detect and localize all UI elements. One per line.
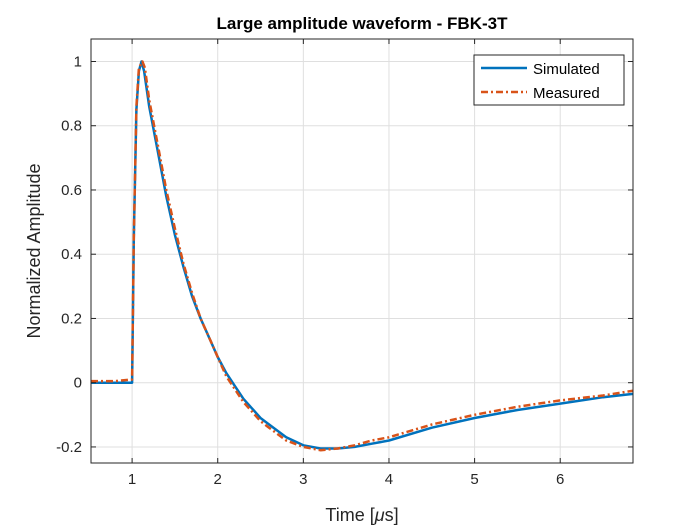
legend: Simulated Measured (473, 54, 625, 106)
x-tick-label: 3 (299, 471, 307, 488)
x-axis-label: Time [μs] (325, 505, 398, 525)
tick-labels: 1 2 3 4 5 6 -0.2 0 0.2 0.4 0.6 0.8 1 (56, 53, 564, 488)
y-tick-label: -0.2 (56, 439, 82, 456)
x-tick-label: 1 (128, 471, 136, 488)
x-tick-label: 6 (556, 471, 564, 488)
series-line-measured (91, 60, 634, 452)
y-tick-label: 0.8 (61, 118, 82, 135)
x-axis-label-unit: μ (374, 505, 385, 525)
x-axis-label-text: Time [ (325, 505, 374, 525)
y-tick-label: 1 (74, 53, 82, 70)
series-line-simulated (91, 60, 634, 450)
legend-label-measured: Measured (533, 85, 600, 102)
x-tick-label: 4 (385, 471, 393, 488)
grid (91, 39, 633, 463)
y-tick-label: 0.2 (61, 310, 82, 327)
x-tick-label: 2 (214, 471, 222, 488)
y-tick-label: 0.6 (61, 182, 82, 199)
y-axis-label: Normalized Amplitude (24, 163, 44, 338)
x-axis-label-suffix: s] (385, 505, 399, 525)
legend-label-simulated: Simulated (533, 61, 600, 78)
x-tick-label: 5 (470, 471, 478, 488)
chart-title: Large amplitude waveform - FBK-3T (217, 14, 509, 33)
plot-frame (90, 38, 634, 464)
ticks (91, 39, 633, 463)
series-group (91, 60, 634, 452)
y-tick-label: 0.4 (61, 246, 82, 263)
y-tick-label: 0 (74, 375, 82, 392)
plot-area (91, 39, 633, 463)
legend-box (473, 54, 625, 106)
